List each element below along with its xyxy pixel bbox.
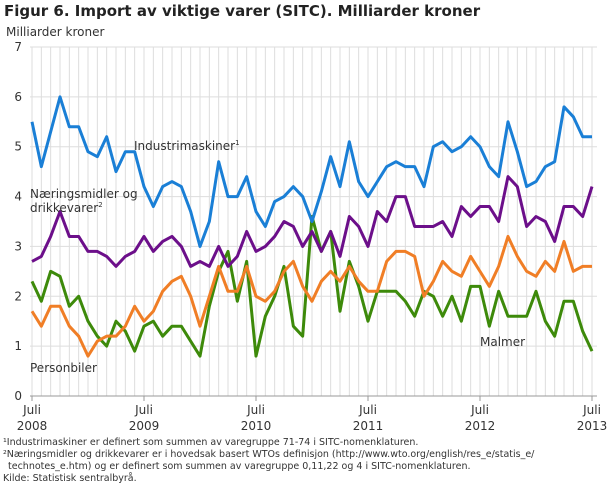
footnotes: ¹Industrimaskiner er definert som summen… [3,437,534,485]
y-tick-label: 5 [14,140,22,154]
source: Kilde: Statistisk sentralbyrå. [3,473,137,484]
y-tick-label: 7 [14,40,22,54]
x-tick-label: Juli [22,403,41,417]
y-tick-label: 6 [14,90,22,104]
y-tick-label: 4 [14,190,22,204]
footnote-2: ²Næringsmidler og drikkevarer er i hoved… [3,449,535,460]
series-line-næringsmidler [31,175,594,268]
y-tick-label: 0 [14,389,22,403]
x-tick-label: Juli [246,403,265,417]
x-tick-label: Juli [134,403,153,417]
y-tick-label: 1 [14,339,22,353]
series-line-personbiler [30,234,592,358]
x-tick-label: 2013 [577,419,608,433]
x-tick-label: Juli [470,403,489,417]
x-tick-label: 2012 [465,419,496,433]
legend-label-malmer: Malmer [480,335,525,349]
series-line-industrimaskiner [30,95,592,248]
legend-label-naeringsmidler: Næringsmidler og drikkevarer2 [30,187,138,215]
x-tick-label: 2010 [241,419,272,433]
x-tick-label: Juli [358,403,377,417]
x-tick-label: 2008 [17,419,48,433]
y-tick-label: 3 [14,239,22,253]
x-tick-label: 2009 [129,419,160,433]
y-axis-label: Milliarder kroner [6,25,105,39]
footnote-1: ¹Industrimaskiner er definert som summen… [3,437,419,448]
y-tick-label: 2 [14,289,22,303]
legend-label-industrimaskiner: Industrimaskiner1 [134,139,240,153]
chart-title: Figur 6. Import av viktige varer (SITC).… [4,2,481,20]
legend-label-personbiler: Personbiler [30,361,97,375]
x-tick-label: Juli [582,403,601,417]
footnote-2-cont: technotes_e.htm) og er definert som summ… [8,461,471,472]
x-tick-label: 2011 [353,419,384,433]
